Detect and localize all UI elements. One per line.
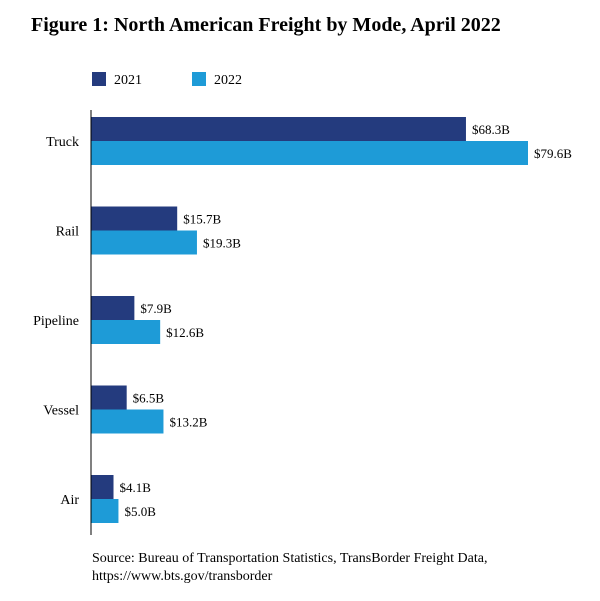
bar-pipeline-2022 bbox=[91, 320, 161, 344]
legend-label-2021: 2021 bbox=[114, 73, 142, 88]
source-line-1: Source: Bureau of Transportation Statist… bbox=[92, 551, 488, 566]
data-label-rail-2022: $19.3B bbox=[203, 236, 241, 251]
data-label-rail-2021: $15.7B bbox=[183, 212, 221, 227]
legend-label-2022: 2022 bbox=[214, 73, 242, 88]
data-label-truck-2022: $79.6B bbox=[534, 146, 572, 161]
category-labels-group: Truck Rail Pipeline Vessel Air bbox=[33, 135, 79, 508]
data-label-air-2022: $5.0B bbox=[124, 504, 156, 519]
bar-truck-2022 bbox=[91, 141, 528, 165]
legend-swatch-2022 bbox=[192, 72, 206, 86]
source-note: Source: Bureau of Transportation Statist… bbox=[92, 550, 592, 586]
bar-rail-2022 bbox=[91, 230, 197, 255]
legend: 2021 2022 bbox=[92, 72, 242, 88]
bar-rail-2021 bbox=[91, 206, 178, 231]
data-label-air-2021: $4.1B bbox=[120, 480, 152, 495]
source-line-2: https://www.bts.gov/transborder bbox=[92, 569, 273, 584]
data-labels-group: $68.3B $79.6B $15.7B $19.3B $7.9B $12.6B $6.5B… bbox=[120, 122, 573, 519]
bars-group bbox=[91, 117, 528, 523]
data-label-pipeline-2021: $7.9B bbox=[140, 301, 172, 316]
data-label-vessel-2021: $6.5B bbox=[133, 391, 165, 406]
bar-pipeline-2021 bbox=[91, 296, 135, 320]
category-label-pipeline: Pipeline bbox=[33, 314, 79, 329]
data-label-truck-2021: $68.3B bbox=[472, 122, 510, 137]
category-label-rail: Rail bbox=[56, 225, 79, 240]
bar-vessel-2022 bbox=[91, 409, 164, 434]
bar-air-2021 bbox=[91, 475, 114, 499]
chart-title: Figure 1: North American Freight by Mode… bbox=[31, 14, 501, 36]
legend-swatch-2021 bbox=[92, 72, 106, 86]
category-label-air: Air bbox=[60, 493, 79, 508]
data-label-vessel-2022: $13.2B bbox=[169, 415, 207, 430]
category-label-truck: Truck bbox=[46, 135, 79, 150]
bar-air-2022 bbox=[91, 499, 119, 523]
data-label-pipeline-2022: $12.6B bbox=[166, 325, 204, 340]
category-label-vessel: Vessel bbox=[43, 404, 79, 419]
bar-vessel-2021 bbox=[91, 385, 127, 410]
bar-truck-2021 bbox=[91, 117, 466, 141]
bar-chart: 2021 2022 $68.3B $79.6B $15.7B $19.3B $7.9B $1… bbox=[33, 72, 573, 535]
